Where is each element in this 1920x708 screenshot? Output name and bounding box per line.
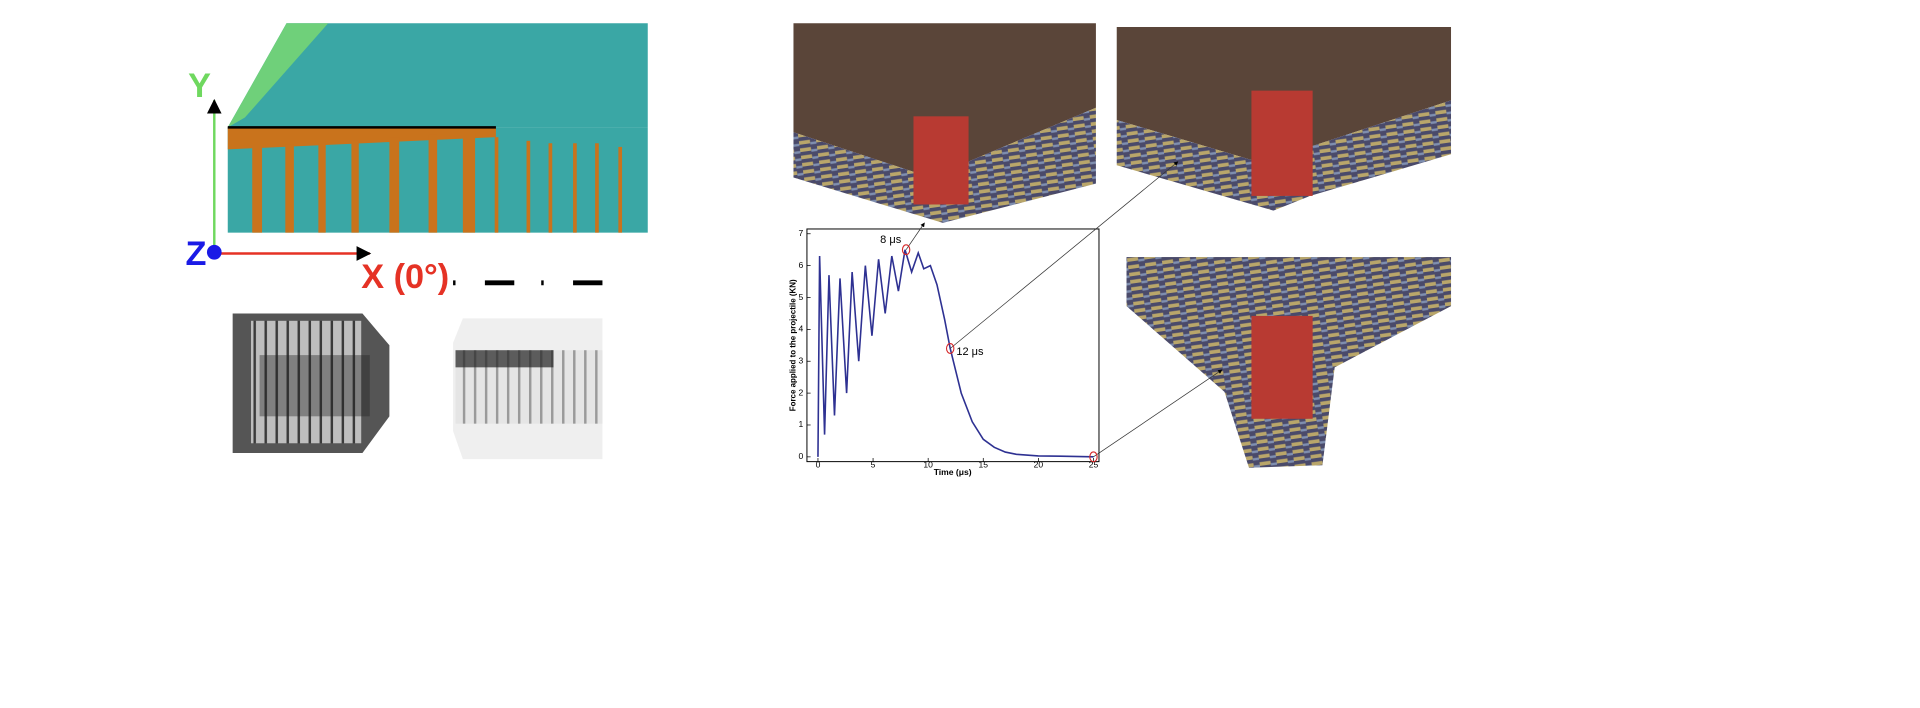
y-axis-title: Force applied to the projectile (KN) [789, 279, 798, 411]
z-label: Z [185, 235, 206, 273]
y-tick-label: 5 [798, 292, 803, 302]
x-tick-label: 0 [816, 460, 821, 470]
highlight-marker [945, 343, 955, 354]
y-tick-label: 3 [798, 356, 803, 366]
x-tick-label: 20 [1034, 460, 1044, 470]
highlight-marker [901, 244, 911, 256]
photo-right [453, 318, 603, 460]
render-8us [793, 23, 1096, 223]
annotation: 12 μs [956, 346, 984, 358]
force-line [817, 249, 1094, 458]
y-tick-label: 0 [798, 451, 803, 461]
render-12us [1116, 26, 1452, 211]
x-tick-label: 10 [923, 460, 933, 470]
y-tick-label: 1 [798, 419, 803, 429]
y-tick-label: 6 [798, 260, 803, 270]
plot-frame [806, 228, 1100, 463]
annotation: 8 μs [880, 234, 902, 246]
x-tick-label: 5 [871, 460, 876, 470]
z-axis-dot [206, 244, 222, 260]
photo-left [232, 313, 390, 454]
callout-arrow [1093, 369, 1223, 458]
callout-arrow [949, 161, 1179, 349]
x-tick-label: 15 [978, 460, 988, 470]
callout-arrow [905, 222, 925, 250]
y-tick-label: 2 [798, 387, 803, 397]
simulation-map [227, 23, 648, 233]
y-tick-label: 7 [798, 228, 803, 238]
y-tick-label: 4 [798, 324, 803, 334]
y-label: Y [188, 67, 211, 105]
x-tick-label: 25 [1089, 460, 1099, 470]
highlight-marker [1089, 451, 1098, 463]
x-label: X (0°) [361, 258, 449, 296]
x-axis-title: Time (μs) [934, 467, 972, 477]
render-25us [1126, 257, 1452, 468]
